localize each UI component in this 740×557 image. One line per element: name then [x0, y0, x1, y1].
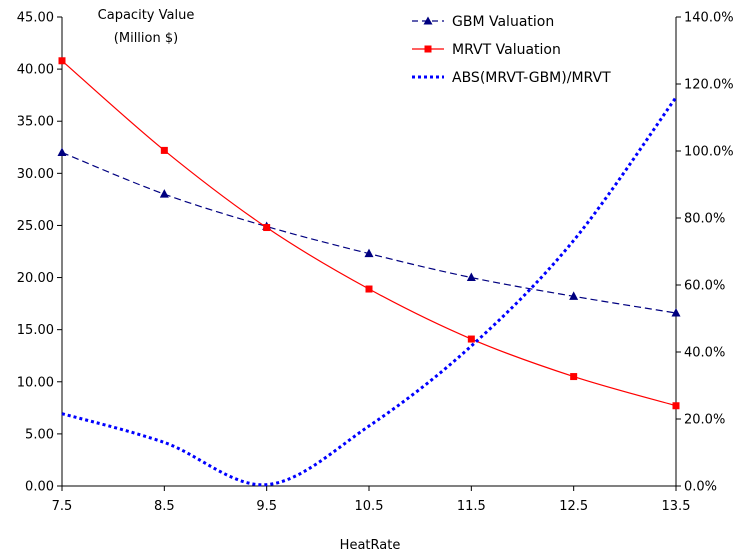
left-tick-label: 45.00 [17, 11, 54, 26]
right-tick-label: 80.0% [684, 212, 725, 227]
x-tick-label: 11.5 [457, 499, 486, 514]
data-point-mrvt [468, 336, 475, 343]
legend-item-gbm: GBM Valuation [412, 14, 554, 30]
x-axis-title: HeatRate [340, 538, 401, 553]
legend-label-gbm: GBM Valuation [452, 14, 554, 30]
left-tick-label: 40.00 [17, 63, 54, 78]
data-point-gbm [160, 189, 169, 198]
data-point-mrvt [161, 147, 168, 154]
legend-item-mrvt: MRVT Valuation [412, 42, 561, 58]
left-tick-label: 0.00 [25, 480, 54, 495]
legend-label-abs: ABS(MRVT-GBM)/MRVT [452, 70, 611, 86]
left-tick-label: 10.00 [17, 375, 54, 390]
right-tick-label: 40.0% [684, 346, 725, 361]
x-tick-label: 13.5 [662, 499, 691, 514]
data-point-mrvt [366, 286, 373, 293]
left-tick-label: 5.00 [25, 427, 54, 442]
series-layer [58, 57, 681, 485]
left-tick-label: 15.00 [17, 323, 54, 338]
legend-swatch-mrvt-marker [425, 46, 432, 53]
right-tick-label: 60.0% [684, 279, 725, 294]
right-tick-label: 20.0% [684, 413, 725, 428]
series-line-mrvt [62, 61, 676, 406]
y-axis-title-line2: (Million $) [114, 31, 178, 46]
legend-item-abs: ABS(MRVT-GBM)/MRVT [412, 70, 611, 86]
data-point-gbm [58, 147, 67, 156]
x-tick-label: 9.5 [256, 499, 277, 514]
data-point-mrvt [59, 57, 66, 64]
right-tick-label: 100.0% [684, 145, 734, 160]
right-tick-label: 140.0% [684, 11, 734, 26]
data-point-mrvt [673, 402, 680, 409]
data-point-gbm [467, 273, 476, 282]
x-tick-label: 10.5 [355, 499, 384, 514]
x-tick-label: 12.5 [559, 499, 588, 514]
data-point-mrvt [570, 373, 577, 380]
x-tick-label: 7.5 [52, 499, 73, 514]
axes: 0.00 5.00 10.00 15.00 20.00 25.00 30.00 35.00 40… [17, 11, 734, 515]
left-tick-label: 35.00 [17, 115, 54, 130]
x-tick-label: 8.5 [154, 499, 175, 514]
data-point-mrvt [263, 224, 270, 231]
legend: GBM Valuation MRVT Valuation ABS(MRVT-GB… [412, 14, 611, 86]
legend-label-mrvt: MRVT Valuation [452, 42, 561, 58]
left-tick-label: 30.00 [17, 167, 54, 182]
right-tick-label: 120.0% [684, 78, 734, 93]
y-axis-title-line1: Capacity Value [98, 8, 195, 23]
right-tick-label: 0.0% [684, 480, 717, 495]
left-tick-label: 25.00 [17, 219, 54, 234]
left-tick-label: 20.00 [17, 271, 54, 286]
